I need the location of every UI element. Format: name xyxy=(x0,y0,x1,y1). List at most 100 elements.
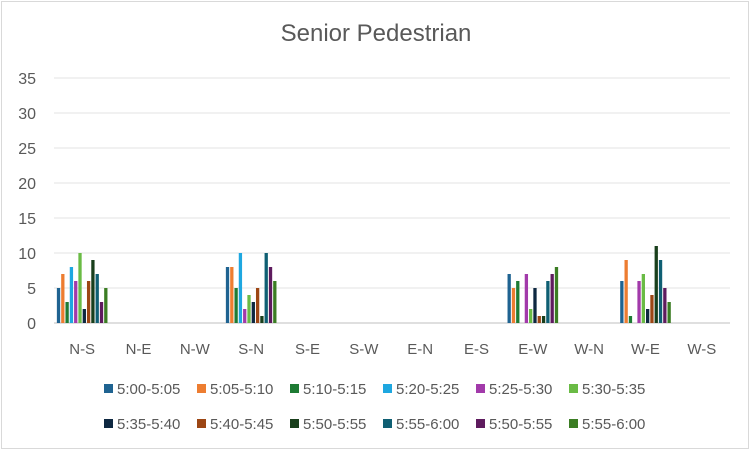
bar xyxy=(99,302,104,323)
bar xyxy=(243,309,247,323)
bar xyxy=(516,281,520,323)
legend: 5:00-5:05 5:05-5:10 5:10-5:15 5:20-5:25 5:25… xyxy=(104,381,645,433)
bar xyxy=(230,267,234,323)
y-tick-label: 20 xyxy=(18,176,36,193)
legend-label: 5:50-5:55 xyxy=(303,416,366,433)
legend-swatch xyxy=(383,419,392,428)
bar xyxy=(238,253,243,323)
bar xyxy=(234,288,238,323)
legend-label: 5:50-5:55 xyxy=(489,416,552,433)
x-tick-label: N-S xyxy=(69,341,95,358)
y-tick-label: 30 xyxy=(18,106,36,123)
bar xyxy=(65,302,69,323)
bar xyxy=(86,281,91,323)
chart-title: Senior Pedestrian xyxy=(280,20,472,47)
x-tick-label: S-W xyxy=(349,341,379,358)
legend-item: 5:30-5:35 xyxy=(569,381,645,398)
x-tick-label: W-N xyxy=(574,341,604,358)
bar xyxy=(658,260,663,323)
bar xyxy=(554,267,559,323)
bar xyxy=(646,309,650,323)
bar xyxy=(69,267,74,323)
legend-swatch xyxy=(197,419,206,428)
bar xyxy=(620,281,624,323)
legend-swatch xyxy=(197,384,206,393)
y-tick-label: 35 xyxy=(18,71,36,88)
bar xyxy=(537,316,541,323)
bar xyxy=(624,260,628,323)
legend-label: 5:35-5:40 xyxy=(117,416,180,433)
bar xyxy=(61,274,65,323)
bar xyxy=(663,288,667,323)
bar xyxy=(507,274,511,323)
bar xyxy=(78,253,82,323)
bar xyxy=(74,281,78,323)
bar xyxy=(654,246,658,323)
bar xyxy=(260,316,264,323)
legend-swatch xyxy=(383,384,392,393)
legend-label: 5:00-5:05 xyxy=(117,381,180,398)
legend-label: 5:55-6:00 xyxy=(582,416,645,433)
legend-item: 5:50-5:55 xyxy=(290,416,366,433)
bar xyxy=(550,274,554,323)
bar xyxy=(667,302,671,323)
legend-item: 5:50-5:55 xyxy=(476,416,552,433)
legend-item: 5:35-5:40 xyxy=(104,416,180,433)
x-tick-label: W-E xyxy=(631,341,660,358)
bar xyxy=(546,281,550,323)
x-tick-label: W-S xyxy=(687,341,716,358)
legend-swatch xyxy=(569,384,578,393)
legend-swatch xyxy=(476,419,485,428)
x-tick-label: N-W xyxy=(180,341,211,358)
bar xyxy=(511,288,516,323)
bar xyxy=(650,295,654,323)
legend-item: 5:25-5:30 xyxy=(476,381,552,398)
legend-swatch xyxy=(476,384,485,393)
y-axis-ticks: 0 5 10 15 20 25 30 35 xyxy=(18,71,36,333)
bar xyxy=(91,260,95,323)
legend-label: 5:10-5:15 xyxy=(303,381,366,398)
legend-label: 5:05-5:10 xyxy=(210,381,273,398)
legend-item: 5:55-6:00 xyxy=(569,416,645,433)
bars xyxy=(56,246,671,323)
legend-item: 5:00-5:05 xyxy=(104,381,180,398)
bar xyxy=(637,281,641,323)
y-tick-label: 15 xyxy=(18,211,36,228)
y-tick-label: 0 xyxy=(27,316,36,333)
y-tick-label: 10 xyxy=(18,246,36,263)
bar xyxy=(95,274,99,323)
legend-item: 5:05-5:10 xyxy=(197,381,273,398)
bar xyxy=(268,267,273,323)
x-axis-ticks: N-S N-E N-W S-N S-E S-W E-N E-S E-W W-N W-E W-S xyxy=(69,341,716,358)
legend-label: 5:25-5:30 xyxy=(489,381,552,398)
bar xyxy=(251,302,255,323)
bar xyxy=(104,288,108,323)
x-tick-label: E-W xyxy=(518,341,548,358)
bar xyxy=(82,309,86,323)
y-tick-label: 25 xyxy=(18,141,36,158)
legend-item: 5:10-5:15 xyxy=(290,381,366,398)
y-tick-label: 5 xyxy=(27,281,36,298)
legend-swatch xyxy=(290,419,299,428)
bar xyxy=(628,316,633,323)
legend-swatch xyxy=(290,384,299,393)
x-tick-label: E-S xyxy=(464,341,489,358)
bar xyxy=(524,274,529,323)
legend-swatch xyxy=(569,419,578,428)
legend-label: 5:40-5:45 xyxy=(210,416,273,433)
bar xyxy=(273,281,277,323)
legend-swatch xyxy=(104,419,113,428)
bar xyxy=(641,274,645,323)
legend-item: 5:40-5:45 xyxy=(197,416,273,433)
bar xyxy=(247,295,251,323)
bar xyxy=(541,316,546,323)
bar xyxy=(255,288,260,323)
bar xyxy=(56,288,61,323)
bar xyxy=(529,309,533,323)
legend-swatch xyxy=(104,384,113,393)
x-tick-label: S-N xyxy=(238,341,264,358)
legend-item: 5:20-5:25 xyxy=(383,381,459,398)
x-tick-label: S-E xyxy=(295,341,320,358)
